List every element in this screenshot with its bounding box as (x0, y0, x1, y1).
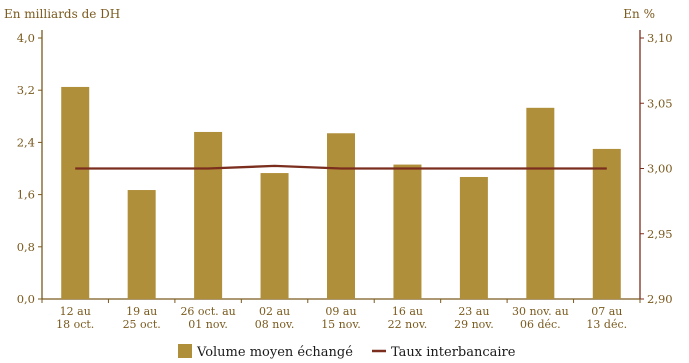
x-axis-category-label: 09 au 15 nov. (321, 305, 361, 331)
legend-label-taux: Taux interbancaire (391, 345, 516, 360)
bar (459, 176, 488, 299)
bar (327, 133, 355, 299)
bar-series (61, 86, 621, 299)
taux-interbancaire-line (75, 164, 607, 170)
bar (127, 190, 156, 299)
left-axis-tick-label: 2,4 (17, 135, 35, 149)
bar (393, 164, 422, 299)
x-axis-category-label: 23 au 29 nov. (454, 305, 494, 331)
right-axis-tick-label: 2,90 (647, 292, 673, 306)
right-axis-tick-label: 2,95 (647, 227, 673, 241)
left-axis-tick-label: 0,0 (17, 292, 35, 306)
right-axis-tick-label: 3,10 (647, 31, 673, 45)
x-axis-category-label: 19 au 25 oct. (123, 305, 161, 331)
bar (260, 173, 289, 299)
bar (194, 131, 223, 299)
x-axis-category-label: 30 nov. au 06 déc. (512, 305, 569, 331)
right-axis-unit-label: En % (623, 7, 655, 21)
left-axis-tick-label: 1,6 (17, 188, 35, 202)
x-axis-category-label: 16 au 22 nov. (388, 305, 428, 331)
bar (61, 86, 90, 299)
legend: Volume moyen échangé Taux interbancaire (178, 344, 516, 360)
x-axis-category-label: 07 au 13 déc. (586, 305, 627, 331)
x-axis-category-label: 26 oct. au 01 nov. (180, 305, 235, 331)
x-axis: 12 au 18 oct. 19 au 25 oct. 26 oct. au 01 nov… (41, 298, 641, 331)
left-y-axis: 0,0 0,8 1,6 2,4 3,2 4,0 (17, 30, 43, 306)
right-y-axis: 2,90 2,95 3,00 3,05 3,10 (639, 30, 673, 306)
right-axis-tick-label: 3,00 (647, 162, 673, 176)
legend-label-volume: Volume moyen échangé (196, 345, 353, 360)
left-axis-tick-label: 3,2 (17, 83, 35, 97)
x-axis-category-label: 12 au 18 oct. (56, 305, 94, 331)
left-axis-unit-label: En milliards de DH (4, 7, 120, 21)
x-axis-category-label: 02 au 08 nov. (255, 305, 295, 331)
left-axis-tick-label: 0,8 (17, 240, 35, 254)
legend-swatch-volume (178, 344, 192, 358)
left-axis-tick-label: 4,0 (17, 31, 35, 45)
bar (526, 107, 555, 299)
line-series (75, 164, 607, 170)
right-axis-tick-label: 3,05 (647, 96, 673, 110)
bar (592, 148, 621, 299)
